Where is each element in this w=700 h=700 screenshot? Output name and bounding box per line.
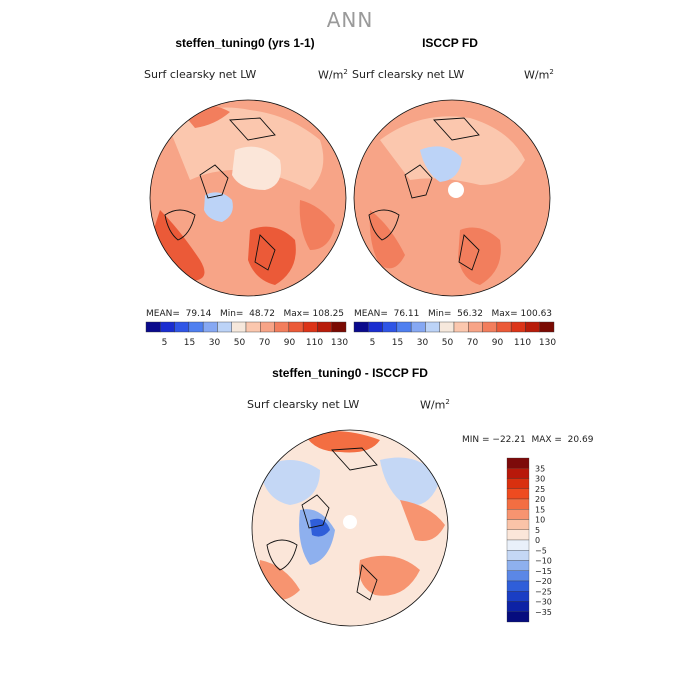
panel-2-colorbar-tick-label: 110 xyxy=(514,338,531,348)
panel-1-colorbar-tick-label: 30 xyxy=(209,338,221,348)
panel-2-colorbar-swatch xyxy=(425,321,440,333)
diff-colorbar-tick-label: 0 xyxy=(535,536,540,545)
panel-2-colorbar-tick-label: 50 xyxy=(442,338,454,348)
panel-2-colorbar-swatch xyxy=(525,321,540,333)
diff-colorbar-tick-label: −15 xyxy=(535,567,552,576)
diff-colorbar-swatch xyxy=(506,468,530,479)
panel-1-colorbar-swatch xyxy=(317,321,332,333)
panel-2-field-label: Surf clearsky net LW xyxy=(352,68,465,81)
panel-1-colorbar-swatch xyxy=(288,321,304,333)
diff-colorbar-swatch xyxy=(506,498,530,510)
diff-colorbar-tick-label: 35 xyxy=(535,464,545,473)
panel-2-colorbar-swatch xyxy=(468,321,483,333)
panel-1-colorbar: 5 15 30 50 70 90 110 130 xyxy=(145,321,348,348)
panel-2-colorbar-swatch xyxy=(353,321,369,333)
panel-1-polar-map xyxy=(150,100,346,296)
figure-title: ANN xyxy=(326,8,374,32)
diff-panel-title: steffen_tuning0 - ISCCP FD xyxy=(272,366,428,380)
diff-colorbar-tick-label: −25 xyxy=(535,587,552,596)
panel-2-title: ISCCP FD xyxy=(422,36,478,50)
diff-colorbar-swatch xyxy=(506,519,530,530)
panel-2-colorbar-swatch xyxy=(510,321,526,333)
panel-1-colorbar-swatch xyxy=(174,321,190,333)
diff-colorbar-tick-label: 20 xyxy=(535,495,545,504)
diff-colorbar-swatch xyxy=(506,488,530,500)
panel-1-colorbar-swatch xyxy=(145,321,161,333)
panel-2-colorbar-swatch xyxy=(396,321,412,333)
panel-2-colorbar-tick-label: 30 xyxy=(417,338,429,348)
panel-1-colorbar-tick-label: 70 xyxy=(259,338,271,348)
panel-1-field-label: Surf clearsky net LW xyxy=(144,68,257,81)
diff-colorbar-swatch xyxy=(506,529,530,541)
panel-2-colorbar: 5 15 30 50 70 90 110 130 xyxy=(353,321,556,348)
panel-2-units: W/m2 xyxy=(524,68,554,82)
panel-1-colorbar-tick-label: 90 xyxy=(284,338,296,348)
diff-polar-map xyxy=(252,430,448,626)
panel-2-colorbar-swatch xyxy=(539,321,555,333)
panel-2-colorbar-tick-label: 15 xyxy=(392,338,403,348)
panel-2-colorbar-swatch xyxy=(482,321,498,333)
panel-2-colorbar-swatch xyxy=(368,321,383,333)
panel-1-colorbar-swatch xyxy=(188,321,204,333)
diff-colorbar-tick-label: 15 xyxy=(535,505,545,514)
diff-colorbar-swatch xyxy=(506,539,530,551)
panel-1-stats: MEAN= 79.14 Min= 48.72 Max= 108.25 xyxy=(146,309,345,319)
panel-2-colorbar-tick-label: 90 xyxy=(492,338,504,348)
panel-1-colorbar-swatch xyxy=(260,321,275,333)
panel-1-colorbar-tick-label: 50 xyxy=(234,338,246,348)
panel-1-colorbar-tick-label: 5 xyxy=(162,338,168,348)
diff-colorbar-swatch xyxy=(506,570,530,582)
diff-colorbar-swatch xyxy=(506,550,530,561)
panel-2-colorbar-swatch xyxy=(439,321,455,333)
panel-2-colorbar-swatch xyxy=(410,321,426,333)
diff-colorbar-tick-label: −10 xyxy=(535,557,552,566)
diff-colorbar-swatch xyxy=(506,560,530,571)
diff-colorbar-tick-label: −20 xyxy=(535,577,552,586)
panel-2-colorbar-swatch xyxy=(382,321,398,333)
panel-1-title: steffen_tuning0 (yrs 1-1) xyxy=(175,36,315,50)
panel-1-colorbar-swatch xyxy=(231,321,247,333)
panel-1-colorbar-swatch xyxy=(331,321,347,333)
diff-colorbar-swatch xyxy=(506,591,530,602)
diff-colorbar-swatch xyxy=(506,457,530,469)
diff-colorbar-swatch xyxy=(506,611,530,623)
panel-1-colorbar-tick-label: 130 xyxy=(331,338,348,348)
panel-2-colorbar-swatch xyxy=(496,321,512,333)
panel-1-colorbar-tick-label: 110 xyxy=(306,338,323,348)
diff-colorbar-tick-label: 25 xyxy=(535,485,545,494)
diff-panel-field-label: Surf clearsky net LW xyxy=(247,398,360,411)
diff-colorbar-tick-label: −5 xyxy=(535,546,547,555)
diff-panel-units: W/m2 xyxy=(420,398,450,412)
diff-colorbar-tick-label: 5 xyxy=(535,526,540,535)
panel-2-polar-map xyxy=(354,100,550,296)
panel-1-colorbar-swatch xyxy=(274,321,290,333)
panel-2-colorbar-swatch xyxy=(453,321,469,333)
panel-1-colorbar-swatch xyxy=(217,321,232,333)
diff-colorbar-tick-label: 10 xyxy=(535,516,545,525)
diff-colorbar-tick-label: −35 xyxy=(535,608,552,617)
diff-colorbar-tick-label: −30 xyxy=(535,598,552,607)
diff-colorbar-swatch xyxy=(506,509,530,520)
panel-1-colorbar-swatch xyxy=(302,321,318,333)
panel-2-colorbar-tick-label: 5 xyxy=(370,338,376,348)
diff-colorbar-tick-label: 30 xyxy=(535,475,545,484)
panel-1-colorbar-tick-label: 15 xyxy=(184,338,195,348)
diff-colorbar-swatch xyxy=(506,478,530,489)
diff-colorbar-swatch xyxy=(506,580,530,592)
panel-1-colorbar-swatch xyxy=(245,321,261,333)
diff-panel-stats: MIN = −22.21 MAX = 20.69 xyxy=(462,435,594,445)
diff-colorbar-swatch xyxy=(506,601,530,612)
panel-2-colorbar-tick-label: 130 xyxy=(539,338,556,348)
panel-2-colorbar-tick-label: 70 xyxy=(467,338,479,348)
panel-1-colorbar-swatch xyxy=(160,321,175,333)
panel-1-colorbar-swatch xyxy=(202,321,218,333)
panel-1-units: W/m2 xyxy=(318,68,348,82)
panel-2-stats: MEAN= 76.11 Min= 56.32 Max= 100.63 xyxy=(354,309,553,319)
